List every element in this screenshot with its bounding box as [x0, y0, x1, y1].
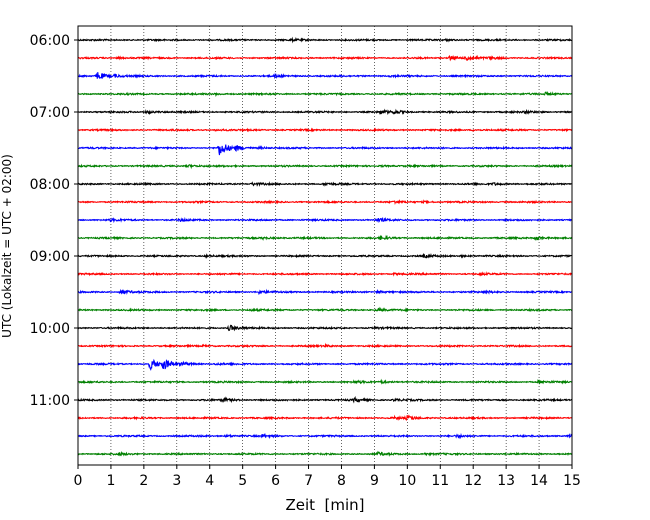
y-tick-label: 08:00 — [30, 177, 70, 193]
trace-row-06:15 — [77, 54, 573, 62]
y-axis-ticks: 06:00 07:00 08:00 09:00 10:00 11:00 — [30, 33, 78, 409]
x-tick-label: 13 — [497, 473, 515, 489]
trace-row-09:45 — [77, 306, 573, 313]
y-tick-label: 10:00 — [30, 321, 70, 337]
x-axis-label: Zeit [min] — [285, 496, 364, 514]
x-tick-label: 11 — [431, 473, 449, 489]
x-tick-label: 12 — [464, 473, 482, 489]
y-tick-label: 06:00 — [30, 33, 70, 49]
x-tick-label: 14 — [530, 473, 548, 489]
x-tick-label: 9 — [370, 473, 379, 489]
plot-frame — [77, 25, 573, 466]
x-tick-label: 2 — [139, 473, 148, 489]
trace-row-06:45 — [77, 90, 573, 98]
trace-row-11:30 — [77, 432, 573, 440]
trace-row-10:15 — [77, 342, 573, 349]
trace-row-09:30 — [77, 288, 573, 296]
trace-row-08:15 — [77, 199, 573, 205]
trace-row-09:15 — [77, 271, 573, 277]
trace-row-06:00 — [77, 36, 573, 44]
x-tick-label: 4 — [205, 473, 214, 489]
trace-row-10:00 — [77, 324, 573, 332]
x-tick-label: 1 — [106, 473, 115, 489]
trace-row-08:45 — [77, 234, 573, 241]
trace-row-08:30 — [77, 216, 573, 224]
x-tick-label: 0 — [74, 473, 83, 489]
y-tick-label: 09:00 — [30, 249, 70, 265]
trace-row-07:45 — [77, 163, 573, 170]
grid-lines — [110, 26, 540, 465]
x-tick-label: 8 — [337, 473, 346, 489]
y-tick-label: 07:00 — [30, 105, 70, 121]
trace-row-11:15 — [77, 414, 573, 422]
x-axis-ticks: 0 1 2 3 4 5 6 7 8 9 10 11 12 13 14 15 — [74, 465, 581, 489]
trace-row-08:00 — [77, 181, 573, 187]
trace-row-10:45 — [77, 378, 573, 385]
y-tick-label: 11:00 — [30, 393, 70, 409]
trace-row-06:30 — [77, 72, 573, 80]
x-tick-label: 10 — [398, 473, 416, 489]
trace-row-11:00 — [77, 396, 573, 404]
trace-row-11:45 — [77, 450, 573, 457]
trace-row-09:00 — [77, 253, 573, 260]
plot-background — [78, 26, 572, 465]
x-tick-label: 15 — [563, 473, 581, 489]
y-axis-label: UTC (Lokalzeit = UTC + 02:00) — [0, 154, 14, 338]
trace-row-07:30 — [77, 144, 573, 156]
x-tick-label: 5 — [238, 473, 247, 489]
seismic-traces — [77, 36, 573, 457]
x-tick-label: 3 — [172, 473, 181, 489]
x-tick-label: 6 — [271, 473, 280, 489]
trace-row-07:00 — [77, 108, 573, 116]
x-tick-label: 7 — [304, 473, 313, 489]
trace-row-07:15 — [77, 127, 573, 133]
trace-row-10:30 — [77, 358, 573, 371]
